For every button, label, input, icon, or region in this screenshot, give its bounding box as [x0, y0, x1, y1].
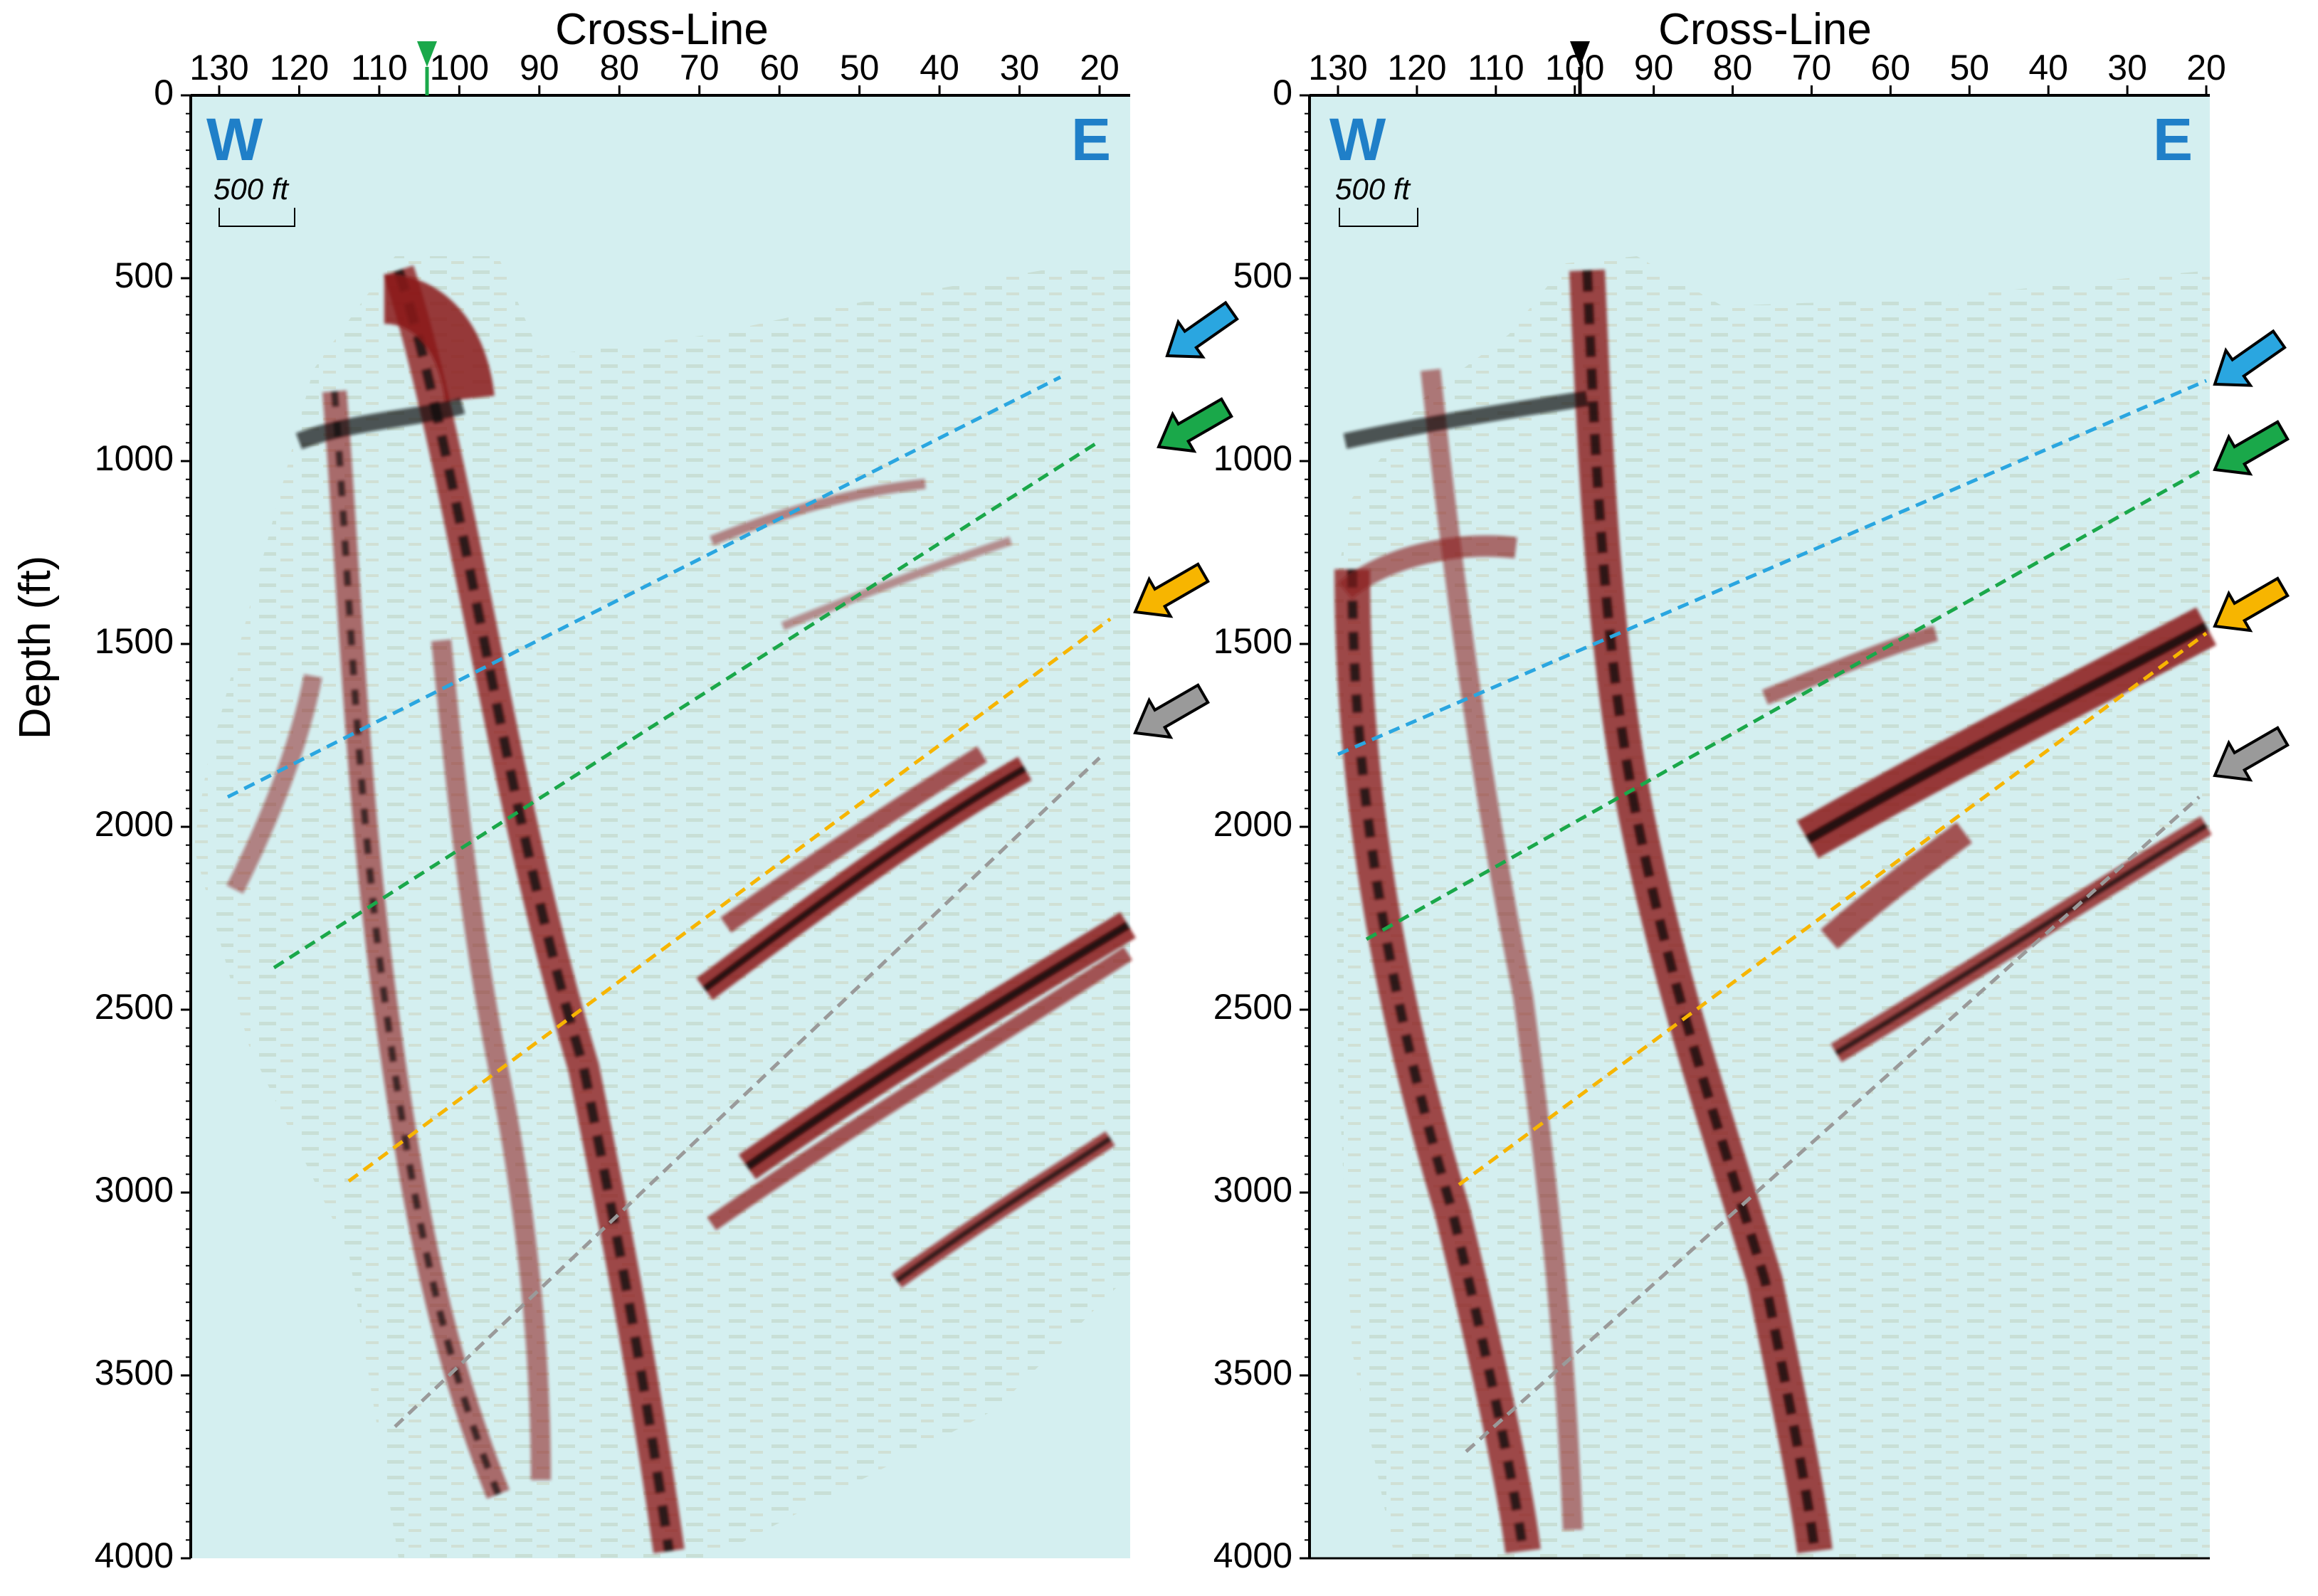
right-y-tick-label: 3000	[1213, 1170, 1292, 1210]
left-x-tick-label: 120	[270, 48, 329, 88]
right-horizon-gray	[1465, 796, 2201, 1453]
left-top-ticks: 130 120 110 100 90 80 70 60 50 40 30 20	[189, 48, 1120, 95]
left-panel: 130 120 110 100 90 80 70 60 50 40 30 20 0 500 1000 150…	[95, 5, 1239, 1575]
right-x-tick-label: 40	[2028, 48, 2068, 88]
left-y-tick-label: 3000	[95, 1170, 174, 1210]
left-arrow-gray	[1133, 683, 1210, 739]
right-x-tick-label: 70	[1792, 48, 1832, 88]
right-horizon-green	[1365, 467, 2204, 941]
left-y-tick-label: 1500	[95, 621, 174, 661]
left-y-tick-label: 2500	[95, 987, 174, 1027]
left-x-tick-label: 50	[840, 48, 880, 88]
left-x-tick-label: 100	[430, 48, 489, 88]
left-scale-bar-label: 500 ft	[214, 172, 290, 206]
right-y-tick-label: 1500	[1213, 621, 1292, 661]
left-position-marker	[417, 41, 437, 67]
y-axis-title: Depth (ft)	[11, 556, 60, 739]
right-scale-bar	[1339, 208, 1418, 227]
left-diapir	[226, 265, 685, 1554]
left-scale-bar	[218, 208, 295, 227]
left-horizon-gray	[394, 756, 1101, 1428]
left-x-tick-label: 70	[680, 48, 720, 88]
left-arrow-green	[1157, 397, 1233, 453]
right-x-tick-label: 130	[1308, 48, 1367, 88]
right-y-tick-label: 1000	[1213, 438, 1292, 478]
right-diapir	[1334, 269, 1833, 1554]
right-scale-bar-label: 500 ft	[1335, 172, 1411, 206]
right-panel: 130 120 110 100 90 80 70 60 50 40 30 20 0 500 1000 150…	[1213, 5, 2290, 1575]
left-horizon-green	[273, 439, 1101, 970]
right-left-ticks: 0 500 1000 1500 2000 2500 3000 3500 4000	[1213, 73, 1310, 1575]
right-position-marker	[1570, 41, 1590, 67]
right-y-tick-label: 500	[1233, 255, 1292, 295]
right-x-tick-label: 100	[1545, 48, 1604, 88]
right-x-tick-label: 60	[1871, 48, 1911, 88]
left-y-tick-label: 0	[154, 73, 174, 112]
right-west-label: W	[1329, 106, 1386, 173]
right-reflectors	[1761, 607, 2217, 1062]
right-y-tick-label: 2500	[1213, 987, 1292, 1027]
right-x-tick-label: 90	[1634, 48, 1674, 88]
right-y-tick-label: 4000	[1213, 1536, 1292, 1575]
right-horizon-orange	[1458, 631, 2208, 1187]
left-x-axis-title: Cross-Line	[555, 5, 769, 54]
left-x-tick-label: 60	[759, 48, 799, 88]
left-arrow-blue	[1165, 300, 1239, 359]
left-horizon-blue	[226, 375, 1062, 799]
left-horizon-orange	[347, 617, 1112, 1183]
left-x-tick-label: 110	[351, 48, 408, 88]
right-x-tick-label: 110	[1468, 48, 1524, 88]
left-y-tick-label: 500	[115, 255, 174, 295]
right-arrow-orange	[2213, 576, 2290, 633]
left-reflectors	[696, 479, 1136, 1288]
right-x-tick-label: 20	[2186, 48, 2226, 88]
left-y-tick-label: 4000	[95, 1536, 174, 1575]
left-west-label: W	[206, 106, 263, 173]
right-y-tick-label: 3500	[1213, 1353, 1292, 1392]
right-horizon-blue	[1337, 379, 2207, 756]
left-x-tick-label: 40	[920, 48, 959, 88]
right-x-axis-title: Cross-Line	[1658, 5, 1872, 54]
right-x-tick-label: 80	[1713, 48, 1753, 88]
left-arrow-orange	[1133, 562, 1210, 618]
right-x-tick-label: 120	[1387, 48, 1446, 88]
right-x-tick-label: 30	[2107, 48, 2147, 88]
right-arrow-gray	[2213, 726, 2290, 782]
left-left-ticks: 0 500 1000 1500 2000 2500 3000 3500 4000	[95, 73, 191, 1575]
left-x-tick-label: 30	[1000, 48, 1040, 88]
right-top-ticks: 130 120 110 100 90 80 70 60 50 40 30 20	[1308, 48, 2226, 95]
right-east-label: E	[2153, 106, 2193, 173]
left-y-tick-label: 1000	[95, 438, 174, 478]
right-y-tick-label: 0	[1273, 73, 1292, 112]
left-x-tick-label: 130	[189, 48, 248, 88]
left-y-tick-label: 2000	[95, 804, 174, 844]
right-x-tick-label: 50	[1949, 48, 1989, 88]
left-x-tick-label: 90	[520, 48, 559, 88]
left-y-tick-label: 3500	[95, 1353, 174, 1392]
left-x-tick-label: 20	[1080, 48, 1120, 88]
left-x-tick-label: 80	[599, 48, 639, 88]
left-east-label: E	[1071, 106, 1111, 173]
right-y-tick-label: 2000	[1213, 804, 1292, 844]
right-arrow-green	[2213, 420, 2290, 476]
right-arrow-blue	[2213, 329, 2287, 387]
